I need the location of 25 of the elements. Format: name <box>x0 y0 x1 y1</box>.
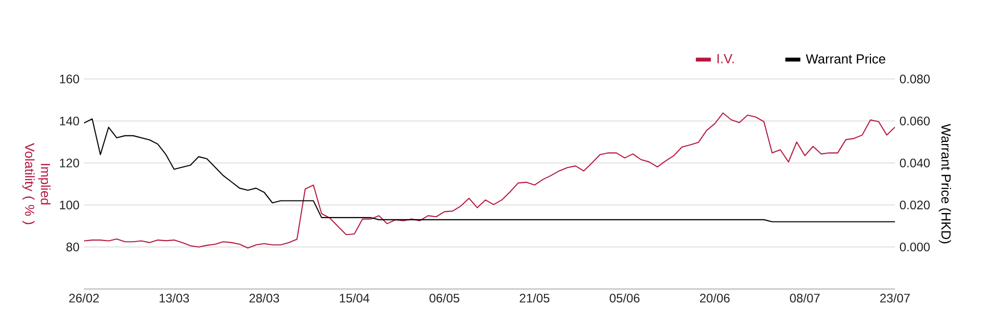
y2-tick-label: 0.080 <box>900 74 930 84</box>
y-tick-label: 100 <box>60 200 80 210</box>
y2-tick-label: 0.000 <box>900 242 930 252</box>
y-tick-label: 120 <box>60 158 80 168</box>
x-tick-label: 05/06 <box>610 293 640 302</box>
y2-tick-label: 0.040 <box>900 158 930 168</box>
y-tick-label: 80 <box>66 242 80 252</box>
y-tick-label: 140 <box>60 116 80 126</box>
legend-label: I.V. <box>718 54 734 64</box>
x-tick-label: 08/07 <box>790 293 820 302</box>
y2-axis-title: Warrant Price (HKD) <box>938 124 952 244</box>
y2-tick-label: 0.060 <box>900 116 930 126</box>
y-axis-title: Implied Volatility ( % ) <box>22 143 50 224</box>
x-tick-label: 13/03 <box>160 293 189 302</box>
y-tick-label: 160 <box>60 74 80 84</box>
x-tick-label: 06/05 <box>430 293 460 302</box>
x-tick-label: 15/04 <box>340 293 370 302</box>
x-tick-label: 20/06 <box>700 293 730 302</box>
x-tick-label: 21/05 <box>520 293 550 302</box>
line-series <box>84 112 895 249</box>
y2-tick-label: 0.020 <box>900 200 930 210</box>
x-tick-label: 23/07 <box>880 293 910 302</box>
x-tick-label: 28/03 <box>249 293 280 302</box>
x-tick-label: 26/02 <box>69 293 99 302</box>
legend-label: Warrant Price <box>806 54 886 64</box>
